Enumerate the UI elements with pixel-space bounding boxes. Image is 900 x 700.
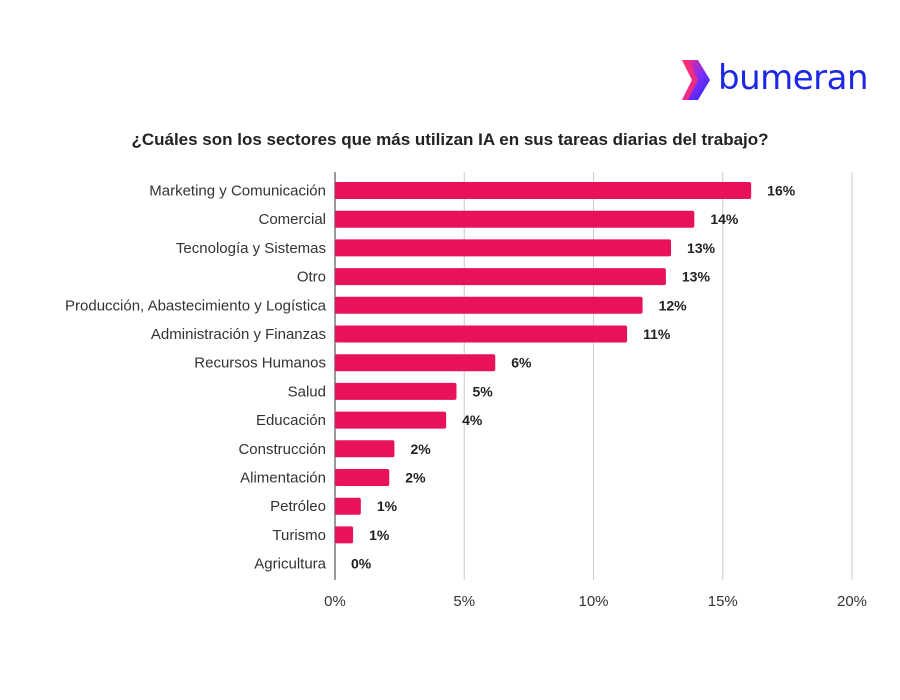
category-label: Administración y Finanzas [151, 326, 326, 343]
data-label: 4% [462, 412, 483, 428]
bar [335, 210, 695, 228]
x-tick-label: 10% [578, 593, 608, 610]
x-tick-label: 5% [453, 593, 475, 610]
data-label: 1% [369, 527, 390, 543]
category-label: Recursos Humanos [194, 355, 326, 372]
bar [335, 182, 752, 199]
bumeran-boomerang-icon [682, 60, 710, 100]
bar [335, 526, 354, 544]
data-label: 13% [682, 269, 711, 285]
category-label: Otro [297, 269, 326, 286]
category-label: Educación [256, 412, 326, 429]
bar [335, 497, 361, 515]
bar [335, 268, 666, 286]
category-label: Petróleo [270, 498, 326, 515]
category-label: Alimentación [240, 470, 326, 487]
brand-wordmark: bumeran [718, 58, 869, 98]
category-label: Comercial [258, 211, 326, 228]
bar [335, 354, 496, 372]
category-label: Construcción [238, 441, 326, 458]
x-tick-label: 0% [324, 593, 346, 610]
bumeran-logo: bumeran [678, 56, 888, 106]
x-tick-label: 20% [837, 593, 867, 610]
data-label: 12% [659, 297, 688, 313]
category-label: Agricultura [254, 556, 326, 573]
data-label: 0% [351, 556, 372, 572]
category-label: Producción, Abastecimiento y Logística [65, 297, 327, 314]
data-label: 11% [643, 326, 671, 342]
bar [335, 469, 390, 486]
data-label: 2% [405, 470, 426, 486]
data-label: 16% [767, 183, 796, 199]
data-label: 5% [472, 383, 493, 399]
bar [335, 440, 395, 458]
data-label: 13% [687, 240, 716, 256]
category-label: Marketing y Comunicación [149, 183, 326, 200]
category-label: Turismo [272, 527, 326, 544]
category-label: Salud [288, 383, 326, 400]
bar [335, 239, 672, 257]
chart-title: ¿Cuáles son los sectores que más utiliza… [131, 130, 769, 149]
bar [335, 325, 628, 343]
bar [335, 411, 447, 429]
data-label: 2% [410, 441, 431, 457]
bar [335, 382, 457, 400]
bar [335, 296, 643, 314]
x-tick-label: 15% [708, 593, 738, 610]
data-label: 14% [710, 211, 739, 227]
data-label: 6% [511, 355, 532, 371]
category-label: Tecnología y Sistemas [176, 240, 326, 257]
data-label: 1% [377, 498, 398, 514]
